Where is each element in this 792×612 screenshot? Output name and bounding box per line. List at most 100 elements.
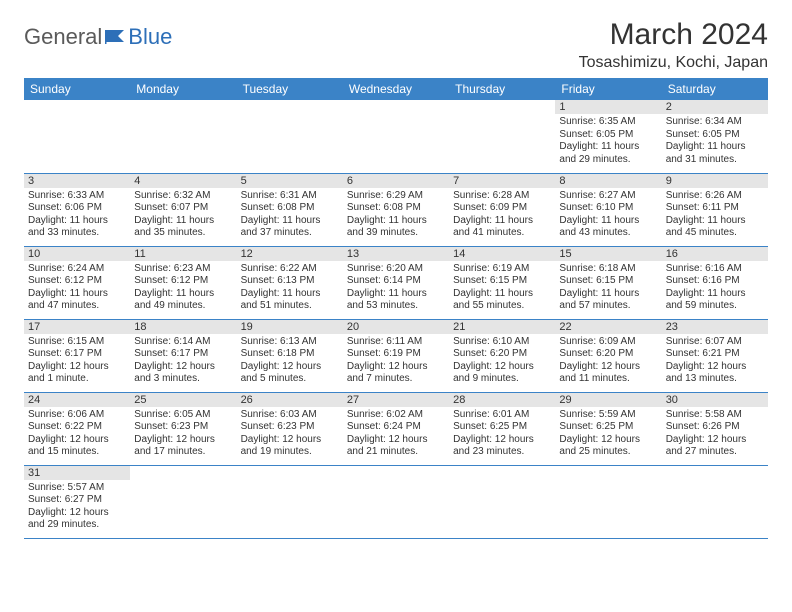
daylight-text-1: Daylight: 11 hours bbox=[241, 215, 339, 228]
daylight-text-2: and 41 minutes. bbox=[453, 227, 551, 240]
day-details: Sunrise: 6:01 AMSunset: 6:25 PMDaylight:… bbox=[449, 407, 555, 461]
weekday-header: Saturday bbox=[662, 78, 768, 100]
day-number: 16 bbox=[662, 247, 768, 261]
day-details: Sunrise: 6:09 AMSunset: 6:20 PMDaylight:… bbox=[555, 334, 661, 388]
daylight-text-1: Daylight: 12 hours bbox=[559, 361, 657, 374]
day-details: Sunrise: 5:57 AMSunset: 6:27 PMDaylight:… bbox=[24, 480, 130, 534]
sunset-text: Sunset: 6:25 PM bbox=[453, 421, 551, 434]
sunset-text: Sunset: 6:15 PM bbox=[559, 275, 657, 288]
sunrise-text: Sunrise: 6:01 AM bbox=[453, 409, 551, 422]
daylight-text-1: Daylight: 11 hours bbox=[134, 215, 232, 228]
sunrise-text: Sunrise: 6:35 AM bbox=[559, 116, 657, 129]
calendar-day-cell bbox=[343, 100, 449, 173]
sunrise-text: Sunrise: 6:09 AM bbox=[559, 336, 657, 349]
daylight-text-2: and 53 minutes. bbox=[347, 300, 445, 313]
calendar-day-cell: 31Sunrise: 5:57 AMSunset: 6:27 PMDayligh… bbox=[24, 465, 130, 538]
daylight-text-1: Daylight: 12 hours bbox=[347, 361, 445, 374]
logo-text-general: General bbox=[24, 24, 102, 50]
day-details: Sunrise: 6:18 AMSunset: 6:15 PMDaylight:… bbox=[555, 261, 661, 315]
calendar-day-cell: 25Sunrise: 6:05 AMSunset: 6:23 PMDayligh… bbox=[130, 392, 236, 465]
day-details: Sunrise: 6:07 AMSunset: 6:21 PMDaylight:… bbox=[662, 334, 768, 388]
title-block: March 2024 Tosashimizu, Kochi, Japan bbox=[579, 18, 768, 72]
weekday-header: Tuesday bbox=[237, 78, 343, 100]
day-details: Sunrise: 6:28 AMSunset: 6:09 PMDaylight:… bbox=[449, 188, 555, 242]
calendar-day-cell bbox=[237, 100, 343, 173]
calendar-day-cell: 3Sunrise: 6:33 AMSunset: 6:06 PMDaylight… bbox=[24, 173, 130, 246]
sunset-text: Sunset: 6:08 PM bbox=[347, 202, 445, 215]
calendar-day-cell: 29Sunrise: 5:59 AMSunset: 6:25 PMDayligh… bbox=[555, 392, 661, 465]
day-number: 31 bbox=[24, 466, 130, 480]
day-details: Sunrise: 6:15 AMSunset: 6:17 PMDaylight:… bbox=[24, 334, 130, 388]
daylight-text-2: and 5 minutes. bbox=[241, 373, 339, 386]
sunset-text: Sunset: 6:14 PM bbox=[347, 275, 445, 288]
sunrise-text: Sunrise: 6:16 AM bbox=[666, 263, 764, 276]
weekday-header: Friday bbox=[555, 78, 661, 100]
calendar-week-row: 3 Sunrise: 6:33 AMSunset: 6:06 PM Daylight… bbox=[24, 173, 768, 246]
sunset-text: Sunset: 6:12 PM bbox=[134, 275, 232, 288]
day-number: 8 bbox=[555, 174, 661, 188]
sunrise-text: Sunrise: 6:33 AM bbox=[28, 190, 126, 203]
sunrise-text: Sunrise: 6:28 AM bbox=[453, 190, 551, 203]
daylight-text-2: and 7 minutes. bbox=[347, 373, 445, 386]
weekday-header: Wednesday bbox=[343, 78, 449, 100]
sunrise-text: Sunrise: 6:07 AM bbox=[666, 336, 764, 349]
day-number: 3 bbox=[24, 174, 130, 188]
day-number: 27 bbox=[343, 393, 449, 407]
daylight-text-1: Daylight: 12 hours bbox=[134, 361, 232, 374]
month-title: March 2024 bbox=[579, 18, 768, 52]
daylight-text-2: and 29 minutes. bbox=[559, 154, 657, 167]
daylight-text-2: and 27 minutes. bbox=[666, 446, 764, 459]
calendar-day-cell: 23Sunrise: 6:07 AMSunset: 6:21 PMDayligh… bbox=[662, 319, 768, 392]
day-number: 6 bbox=[343, 174, 449, 188]
calendar-day-cell: 14Sunrise: 6:19 AMSunset: 6:15 PMDayligh… bbox=[449, 246, 555, 319]
sunrise-text: Sunrise: 6:19 AM bbox=[453, 263, 551, 276]
daylight-text-2: and 33 minutes. bbox=[28, 227, 126, 240]
calendar-day-cell: 28Sunrise: 6:01 AMSunset: 6:25 PMDayligh… bbox=[449, 392, 555, 465]
day-details: Sunrise: 6:24 AMSunset: 6:12 PMDaylight:… bbox=[24, 261, 130, 315]
sunrise-text: Sunrise: 6:15 AM bbox=[28, 336, 126, 349]
day-number: 25 bbox=[130, 393, 236, 407]
sunrise-text: Sunrise: 6:23 AM bbox=[134, 263, 232, 276]
calendar-day-cell bbox=[130, 465, 236, 538]
sunrise-text: Sunrise: 6:03 AM bbox=[241, 409, 339, 422]
daylight-text-2: and 3 minutes. bbox=[134, 373, 232, 386]
day-number: 5 bbox=[237, 174, 343, 188]
sunrise-text: Sunrise: 5:58 AM bbox=[666, 409, 764, 422]
day-details: Sunrise: 5:58 AMSunset: 6:26 PMDaylight:… bbox=[662, 407, 768, 461]
sunrise-text: Sunrise: 6:29 AM bbox=[347, 190, 445, 203]
daylight-text-1: Daylight: 12 hours bbox=[28, 361, 126, 374]
calendar-day-cell bbox=[237, 465, 343, 538]
calendar-day-cell: 1Sunrise: 6:35 AMSunset: 6:05 PMDaylight… bbox=[555, 100, 661, 173]
day-number: 10 bbox=[24, 247, 130, 261]
calendar-day-cell: 13Sunrise: 6:20 AMSunset: 6:14 PMDayligh… bbox=[343, 246, 449, 319]
sunrise-text: Sunrise: 5:57 AM bbox=[28, 482, 126, 495]
day-details: Sunrise: 6:13 AMSunset: 6:18 PMDaylight:… bbox=[237, 334, 343, 388]
sunrise-text: Sunrise: 6:27 AM bbox=[559, 190, 657, 203]
location: Tosashimizu, Kochi, Japan bbox=[579, 54, 768, 72]
day-details: Sunrise: 6:02 AMSunset: 6:24 PMDaylight:… bbox=[343, 407, 449, 461]
daylight-text-2: and 23 minutes. bbox=[453, 446, 551, 459]
daylight-text-1: Daylight: 11 hours bbox=[347, 288, 445, 301]
day-details: Sunrise: 6:29 AMSunset: 6:08 PMDaylight:… bbox=[343, 188, 449, 242]
daylight-text-2: and 43 minutes. bbox=[559, 227, 657, 240]
calendar-day-cell: 26Sunrise: 6:03 AMSunset: 6:23 PMDayligh… bbox=[237, 392, 343, 465]
sunset-text: Sunset: 6:20 PM bbox=[453, 348, 551, 361]
day-details: Sunrise: 6:27 AMSunset: 6:10 PMDaylight:… bbox=[555, 188, 661, 242]
sunrise-text: Sunrise: 6:06 AM bbox=[28, 409, 126, 422]
calendar-body: 1Sunrise: 6:35 AMSunset: 6:05 PMDaylight… bbox=[24, 100, 768, 538]
day-number: 20 bbox=[343, 320, 449, 334]
calendar-day-cell: 11Sunrise: 6:23 AMSunset: 6:12 PMDayligh… bbox=[130, 246, 236, 319]
daylight-text-1: Daylight: 12 hours bbox=[28, 507, 126, 520]
daylight-text-2: and 17 minutes. bbox=[134, 446, 232, 459]
sunset-text: Sunset: 6:24 PM bbox=[347, 421, 445, 434]
sunset-text: Sunset: 6:06 PM bbox=[28, 202, 126, 215]
sunset-text: Sunset: 6:07 PM bbox=[134, 202, 232, 215]
sunset-text: Sunset: 6:18 PM bbox=[241, 348, 339, 361]
calendar-day-cell: 12Sunrise: 6:22 AMSunset: 6:13 PMDayligh… bbox=[237, 246, 343, 319]
sunrise-text: Sunrise: 5:59 AM bbox=[559, 409, 657, 422]
day-details: Sunrise: 5:59 AMSunset: 6:25 PMDaylight:… bbox=[555, 407, 661, 461]
sunrise-text: Sunrise: 6:22 AM bbox=[241, 263, 339, 276]
sunset-text: Sunset: 6:22 PM bbox=[28, 421, 126, 434]
sunrise-text: Sunrise: 6:20 AM bbox=[347, 263, 445, 276]
day-number: 18 bbox=[130, 320, 236, 334]
